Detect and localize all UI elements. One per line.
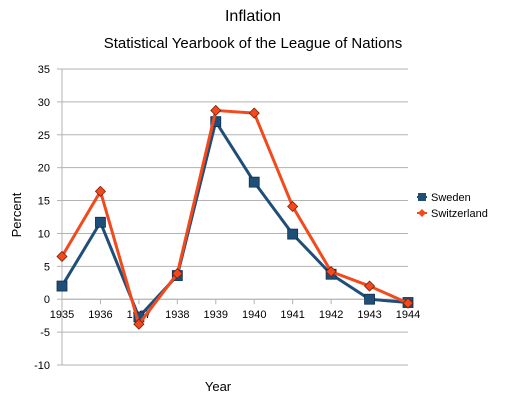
data-point — [364, 293, 375, 305]
x-tick-labels: 1935193619371938193919401941194219431944 — [50, 309, 420, 321]
y-tick-label: 10 — [38, 228, 50, 240]
x-axis-title: Year — [205, 379, 232, 394]
data-point — [56, 250, 68, 263]
legend-item-switzerland: Switzerland — [417, 208, 488, 220]
series-sweden — [56, 116, 414, 323]
data-point — [95, 216, 106, 228]
x-tick-label: 1941 — [280, 309, 304, 321]
data-point — [402, 297, 414, 309]
data-point — [287, 228, 299, 240]
data-point — [363, 280, 376, 292]
legend-label: Sweden — [431, 192, 471, 204]
legend-marker — [418, 209, 426, 217]
legend: Sweden Switzerland — [417, 192, 488, 220]
y-tick-label: 25 — [38, 130, 50, 142]
legend-item-sweden: Sweden — [417, 192, 471, 204]
chart-title: Inflation — [224, 8, 282, 25]
x-tick-label: 1944 — [396, 309, 420, 321]
x-tick-label: 1940 — [242, 309, 266, 321]
x-tick-label: 1942 — [319, 309, 343, 321]
y-tick-label: 15 — [38, 196, 50, 208]
series-switzerland — [56, 104, 414, 330]
data-point — [171, 268, 183, 280]
y-axis-title: Percent — [9, 192, 24, 237]
data-point — [287, 200, 299, 213]
series-line-switzerland — [60, 108, 409, 326]
x-tick-label: 1938 — [165, 309, 189, 321]
data-point — [325, 266, 337, 278]
y-tick-labels: -10 -5 0 5 10 15 20 25 30 35 — [34, 64, 50, 372]
legend-label: Switzerland — [431, 208, 488, 220]
y-tick-label: 35 — [38, 64, 50, 76]
x-tick-label: 1939 — [204, 309, 228, 321]
y-tick-label: 20 — [38, 163, 50, 175]
y-tick-label: -5 — [40, 327, 50, 339]
x-tick-label: 1936 — [88, 309, 112, 321]
x-tick-label: 1935 — [50, 309, 74, 321]
x-tick-label: 1943 — [357, 309, 381, 321]
y-tick-label: -10 — [34, 360, 50, 372]
data-point — [210, 104, 222, 117]
data-point — [133, 318, 145, 330]
series — [56, 104, 414, 330]
y-tick-label: 5 — [44, 261, 50, 273]
data-point — [56, 280, 68, 292]
data-point — [94, 185, 107, 197]
chart-subtitle: Statistical Yearbook of the League of Na… — [103, 35, 403, 52]
series-line-sweden — [60, 120, 409, 319]
y-tick-label: 0 — [44, 294, 50, 306]
grid-lines — [62, 68, 408, 366]
axes — [57, 68, 409, 366]
data-point — [248, 107, 260, 119]
legend-marker — [418, 193, 426, 201]
y-tick-label: 30 — [38, 97, 50, 109]
data-point — [248, 176, 260, 188]
